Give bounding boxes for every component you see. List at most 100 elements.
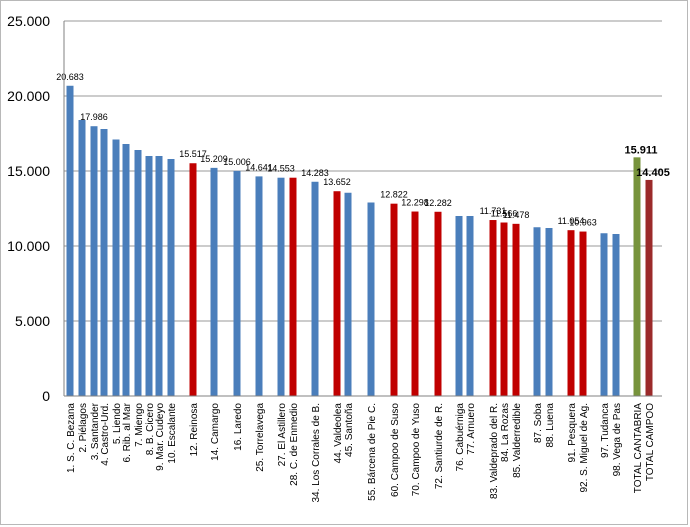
data-label: 13.652	[323, 177, 351, 187]
bar	[167, 159, 175, 396]
category-label: 5. Liendo	[112, 403, 123, 445]
category-label: 77. Arnuero	[466, 403, 477, 455]
category-label: 8. B. Cicero	[145, 403, 156, 456]
category-label: 3. Santander	[90, 402, 101, 460]
bar	[512, 223, 520, 396]
category-label: 97. Tudanca	[600, 403, 611, 458]
y-tick-label: 10.000	[7, 238, 50, 254]
bar	[333, 191, 341, 396]
bar	[134, 150, 142, 396]
data-label: 12.298	[401, 198, 429, 208]
category-label: 1. S. C. Bezana	[66, 403, 77, 473]
category-label: TOTAL CANTABRIA	[633, 403, 644, 494]
bar	[390, 203, 398, 396]
data-label: 14.641	[245, 162, 273, 172]
category-label: 70. Campoo de Yuso	[411, 403, 422, 497]
y-tick-label: 0	[42, 388, 50, 404]
category-label: 44. Valdeolea	[333, 403, 344, 464]
bars	[66, 85, 653, 397]
category-label: 88. Luena	[545, 403, 556, 448]
data-label: 11.731	[480, 206, 507, 216]
category-label: 28. C. de Enmedio	[289, 403, 300, 486]
bar	[579, 231, 587, 396]
category-label: 83. Valdeprado del R.	[489, 403, 500, 499]
bar	[645, 179, 653, 396]
category-label: 27. El Astillero	[277, 403, 288, 467]
bar	[567, 230, 575, 396]
bar	[466, 216, 474, 396]
category-label: 14. Camargo	[210, 403, 221, 461]
data-label: 15.517	[179, 149, 207, 159]
category-label: 87. Soba	[533, 403, 544, 443]
category-label: TOTAL CAMPOO	[645, 403, 656, 481]
bar	[122, 144, 130, 396]
bar	[533, 227, 541, 396]
bar	[311, 181, 319, 396]
bar	[66, 85, 74, 396]
category-label: 7. Miengo	[134, 403, 145, 447]
category-label: 4. Castro-Urd.	[100, 403, 111, 466]
bar	[633, 157, 641, 396]
bar	[112, 139, 120, 396]
category-label: 12. Reinosa	[189, 403, 200, 457]
y-tick-label: 15.000	[7, 163, 50, 179]
data-label: 15.006	[223, 157, 251, 167]
category-label: 98. Vega de Pas	[612, 403, 623, 476]
category-label: 2. Piélagos	[78, 403, 89, 452]
data-label: 15.911	[624, 144, 657, 156]
category-label: 84. La Rozas	[500, 403, 511, 462]
category-label: 85. Valderredible	[512, 403, 523, 478]
bar	[145, 156, 153, 396]
category-label: 34. Los Corrales de B.	[311, 403, 322, 503]
category-label: 76. Cabuérniga	[455, 403, 466, 472]
bar	[500, 222, 508, 396]
data-labels: 20.683 17.986 15.51715.20915.00614.64114.5…	[56, 72, 670, 228]
data-label: 15.209	[200, 154, 228, 164]
data-label: 11.566	[491, 209, 518, 219]
bar	[289, 177, 297, 396]
bar	[545, 228, 553, 396]
category-label: 16. Laredo	[233, 403, 244, 451]
category-label: 45. Santoña	[344, 403, 355, 457]
data-label: 12.282	[424, 198, 452, 208]
category-label: 9. Mar. Cudeyo	[155, 403, 166, 471]
bar	[344, 192, 352, 396]
bar	[155, 156, 163, 396]
bar	[367, 202, 375, 396]
category-label: 72. Santiurde de R.	[434, 403, 445, 489]
data-label: 11.478	[503, 210, 530, 220]
data-label: 11.054	[558, 216, 585, 226]
bar	[489, 220, 497, 396]
category-label: 6. Rib. al Mar	[122, 402, 133, 462]
category-label: 60. Campoo de Suso	[390, 403, 401, 497]
data-label: 17.986	[80, 112, 108, 122]
bar	[255, 176, 263, 396]
gridlines	[64, 20, 662, 322]
bar	[612, 234, 620, 396]
y-tick-label: 5.000	[15, 313, 50, 329]
data-label: 20.683	[56, 72, 84, 82]
bar	[210, 167, 218, 396]
bar	[455, 216, 463, 396]
data-label: 12.822	[380, 190, 408, 200]
bar	[78, 120, 86, 396]
bar	[277, 177, 285, 396]
bar	[600, 233, 608, 396]
data-label: 14.283	[301, 168, 329, 178]
category-label: 10. Escalante	[167, 403, 178, 464]
category-label: 55. Bárcena de Pie C.	[367, 403, 378, 501]
category-label: 25. Torrelavega	[255, 403, 266, 472]
bar	[189, 163, 197, 396]
bar	[233, 170, 241, 396]
y-tick-label: 20.000	[7, 88, 50, 104]
data-label: 10.963	[569, 218, 597, 228]
axes	[63, 21, 662, 397]
x-axis-category-labels: 1. S. C. Bezana 2. Piélagos 3. Santander 4.…	[66, 402, 656, 502]
category-label: 92. S. Miguel de Ag.	[579, 403, 590, 493]
bar	[100, 129, 108, 396]
bar	[90, 126, 98, 397]
data-label: 14.405	[636, 167, 670, 179]
y-tick-label: 25.000	[7, 13, 50, 29]
category-label: 91. Pesquera	[567, 403, 578, 463]
